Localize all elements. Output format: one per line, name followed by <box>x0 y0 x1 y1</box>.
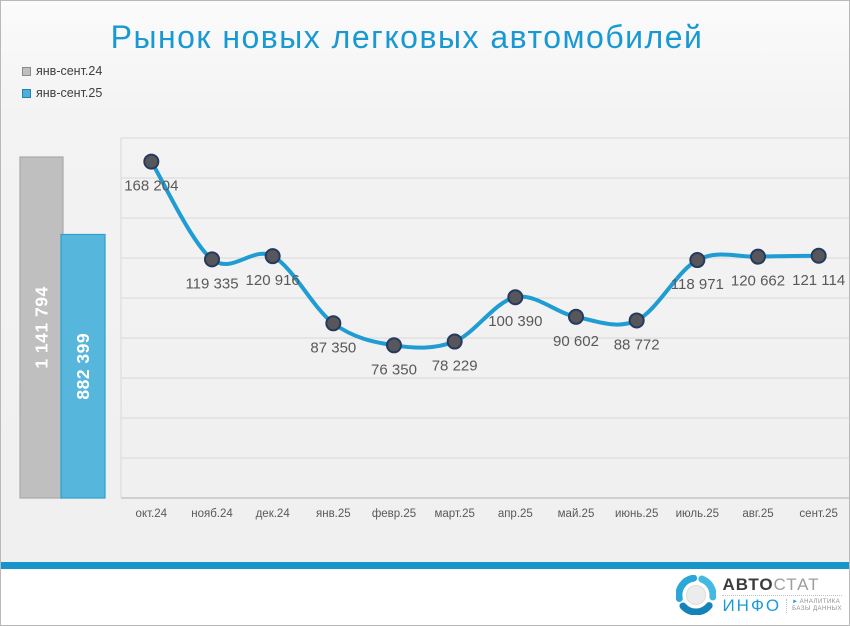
data-point-label: 90 602 <box>553 333 599 350</box>
x-axis-label: авг.25 <box>742 508 773 520</box>
x-axis-label: дек.24 <box>256 508 291 520</box>
legend: янв-сент.24 янв-сент.25 <box>22 60 102 104</box>
summary-bar <box>60 233 106 499</box>
logo-brand: АВТОСТАТ <box>722 574 842 596</box>
legend-item-2025: янв-сент.25 <box>22 82 102 104</box>
data-point-label: 78 229 <box>432 358 478 375</box>
x-axis-label: апр.25 <box>498 508 533 520</box>
logo-info: ИНФО <box>722 595 782 615</box>
data-point-marker <box>689 252 706 269</box>
x-axis-label: март.25 <box>434 508 474 520</box>
data-point-marker <box>628 312 645 329</box>
x-axis-label: июнь.25 <box>615 508 658 520</box>
logo-subbrand-row: ИНФО ►АНАЛИТИКА БАЗЫ ДАННЫХ <box>722 596 842 615</box>
data-point-label: 121 114 <box>792 272 845 289</box>
data-point-label: 76 350 <box>371 361 417 378</box>
data-point-label: 87 350 <box>310 339 356 356</box>
series-line <box>149 159 821 350</box>
x-axis-label: окт.24 <box>136 508 168 520</box>
data-point-marker <box>507 289 524 306</box>
x-axis-label: июль.25 <box>676 508 719 520</box>
data-point-marker <box>568 308 584 325</box>
footer: АВТОСТАТ ИНФО ►АНАЛИТИКА БАЗЫ ДАННЫХ <box>1 569 849 625</box>
summary-bar-value: 882 399 <box>73 333 93 400</box>
avtostat-logo: АВТОСТАТ ИНФО ►АНАЛИТИКА БАЗЫ ДАННЫХ <box>676 575 842 615</box>
x-axis-label: сент.25 <box>799 508 837 520</box>
legend-item-2024: янв-сент.24 <box>22 60 102 82</box>
data-point-label: 88 772 <box>614 336 660 353</box>
x-axis-label: нояб.24 <box>191 508 233 520</box>
logo-text: АВТОСТАТ ИНФО ►АНАЛИТИКА БАЗЫ ДАННЫХ <box>722 574 842 615</box>
avtostat-swirl-icon <box>676 575 717 615</box>
legend-swatch-2024 <box>22 66 31 76</box>
data-point-label: 168 204 <box>124 178 178 195</box>
data-point-marker <box>325 315 342 332</box>
logo-brand-avto: АВТО <box>722 574 774 594</box>
data-point-marker <box>204 251 220 268</box>
data-point-marker <box>750 248 766 265</box>
x-axis-label: февр.25 <box>372 508 416 520</box>
data-point-label: 100 390 <box>488 313 542 330</box>
logo-tagline-line2: БАЗЫ ДАННЫХ <box>792 605 842 612</box>
footer-accent-bar <box>1 562 849 569</box>
logo-brand-stat: СТАТ <box>773 574 820 594</box>
legend-label-2025: янв-сент.25 <box>36 86 103 100</box>
summary-bar-value: 1 141 794 <box>32 286 52 368</box>
summary-bar <box>19 156 64 499</box>
data-point-label: 118 971 <box>671 276 724 293</box>
data-point-marker <box>386 337 402 354</box>
data-point-marker <box>264 248 281 265</box>
legend-label-2024: янв-сент.24 <box>36 64 103 78</box>
data-point-label: 120 662 <box>731 273 785 290</box>
data-point-marker <box>810 247 827 264</box>
logo-tagline-line1: ►АНАЛИТИКА <box>792 598 841 605</box>
x-axis-label: май.25 <box>558 508 595 520</box>
legend-swatch-2025 <box>22 88 31 98</box>
logo-tagline: ►АНАЛИТИКА БАЗЫ ДАННЫХ <box>786 598 842 613</box>
chart-title: Рынок новых легковых автомобилей <box>110 19 704 55</box>
data-point-label: 119 335 <box>185 275 238 292</box>
x-axis-label: янв.25 <box>316 508 351 520</box>
data-point-label: 120 916 <box>246 272 300 289</box>
data-point-marker <box>446 333 463 350</box>
tagline-arrow-icon: ► <box>792 598 799 605</box>
data-point-marker <box>143 153 160 170</box>
